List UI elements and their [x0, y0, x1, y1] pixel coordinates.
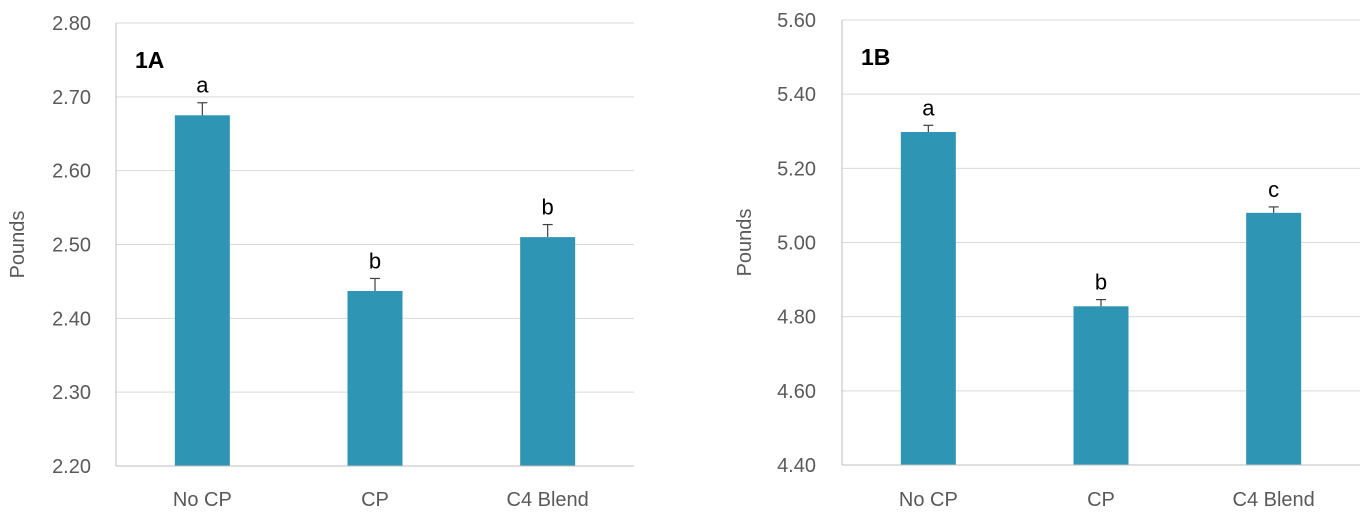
x-tick-label: No CP [899, 489, 958, 511]
y-tick-label: 5.00 [777, 233, 816, 255]
bar [347, 291, 403, 466]
y-tick-label: 2.30 [52, 382, 91, 404]
significance-letter: b [1095, 270, 1107, 295]
significance-letter: a [196, 73, 209, 98]
bar [174, 115, 230, 467]
x-tick-label: CP [1087, 489, 1115, 511]
x-tick-label: C4 Blend [507, 489, 589, 511]
significance-letter: a [922, 95, 935, 120]
y-tick-label: 2.60 [52, 161, 91, 183]
significance-letter: b [542, 195, 554, 220]
y-tick-label: 5.40 [777, 84, 816, 106]
bar [1073, 306, 1129, 465]
chart-panel-1a: 2.20 2.30 2.40 2.50 2.60 2.70 2.80 Pounds 1A a No … [7, 13, 634, 511]
panel-label: 1A [135, 47, 164, 73]
y-tick-label: 2.50 [52, 235, 91, 257]
y-tick-label: 2.70 [52, 87, 91, 109]
bar [900, 131, 956, 465]
y-tick-label: 4.60 [777, 381, 816, 403]
bar [520, 237, 576, 466]
x-tick-label: C4 Blend [1233, 489, 1315, 511]
y-axis-title: Pounds [7, 211, 29, 279]
bar [1246, 212, 1302, 465]
panel-label: 1B [861, 44, 890, 70]
significance-letter: c [1268, 177, 1279, 202]
y-tick-label: 2.80 [52, 13, 91, 35]
y-axis-title: Pounds [734, 209, 756, 277]
significance-letter: b [369, 248, 381, 273]
chart-panel-1b: 4.40 4.60 4.80 5.00 5.20 5.40 5.60 Pounds 1B a No … [734, 10, 1360, 511]
x-tick-label: CP [361, 489, 389, 511]
x-tick-label: No CP [173, 489, 232, 511]
y-tick-label: 4.40 [777, 455, 816, 477]
y-tick-label: 2.20 [52, 456, 91, 478]
y-tick-label: 5.60 [777, 10, 816, 32]
y-tick-label: 4.80 [777, 307, 816, 329]
y-tick-label: 2.40 [52, 308, 91, 330]
y-tick-label: 5.20 [777, 158, 816, 180]
